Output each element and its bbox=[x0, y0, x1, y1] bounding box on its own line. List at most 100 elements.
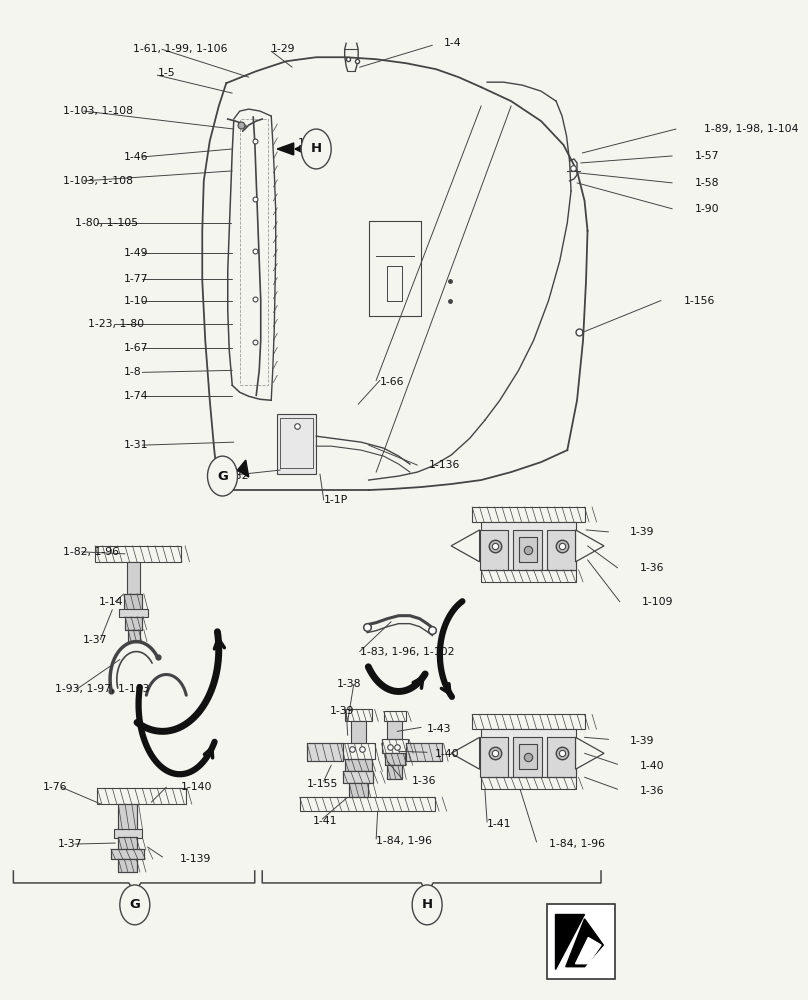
Text: 1-139: 1-139 bbox=[180, 854, 211, 864]
Text: 1-37: 1-37 bbox=[57, 839, 82, 849]
Text: 1-93, 1-97, 1-103: 1-93, 1-97, 1-103 bbox=[56, 684, 149, 694]
Bar bbox=[406, 743, 442, 761]
Text: 1-77: 1-77 bbox=[124, 274, 148, 284]
Text: 1-38: 1-38 bbox=[337, 679, 362, 689]
Text: 1-37: 1-37 bbox=[82, 635, 107, 645]
Bar bbox=[547, 904, 615, 979]
Bar bbox=[118, 837, 137, 850]
Text: 1-43: 1-43 bbox=[427, 724, 452, 734]
Text: 1-23, 1-80: 1-23, 1-80 bbox=[87, 319, 144, 329]
Bar bbox=[345, 709, 372, 721]
Bar bbox=[128, 630, 140, 642]
Bar bbox=[481, 522, 575, 570]
Bar bbox=[385, 753, 405, 765]
Polygon shape bbox=[451, 737, 480, 769]
Text: 1-49: 1-49 bbox=[124, 248, 148, 258]
Bar bbox=[547, 737, 575, 777]
Polygon shape bbox=[238, 460, 249, 477]
Text: 1-4: 1-4 bbox=[444, 38, 461, 48]
Bar bbox=[343, 771, 373, 783]
Circle shape bbox=[301, 129, 331, 169]
Text: 1-29: 1-29 bbox=[271, 44, 296, 54]
Text: 1-41: 1-41 bbox=[487, 819, 511, 829]
Text: 1-82, 1-96: 1-82, 1-96 bbox=[63, 547, 119, 557]
Bar bbox=[519, 744, 537, 769]
Bar bbox=[341, 743, 376, 759]
Text: 1-10: 1-10 bbox=[124, 296, 148, 306]
Text: 1-14: 1-14 bbox=[99, 597, 124, 607]
Text: 1-30: 1-30 bbox=[297, 138, 322, 148]
Circle shape bbox=[412, 885, 442, 925]
Bar bbox=[349, 783, 368, 797]
Text: 1-74: 1-74 bbox=[124, 391, 148, 401]
Text: 1-39: 1-39 bbox=[629, 527, 654, 537]
Text: 1-109: 1-109 bbox=[642, 597, 674, 607]
Polygon shape bbox=[575, 530, 604, 562]
Bar bbox=[480, 530, 508, 570]
Bar bbox=[513, 530, 542, 570]
Bar bbox=[472, 714, 584, 729]
Text: H: H bbox=[310, 142, 322, 155]
Text: 1-140: 1-140 bbox=[181, 782, 213, 792]
Bar bbox=[118, 859, 137, 872]
Polygon shape bbox=[566, 919, 604, 967]
Text: 1-32: 1-32 bbox=[225, 471, 249, 481]
Bar bbox=[127, 562, 140, 594]
Bar bbox=[343, 771, 373, 783]
Bar bbox=[125, 617, 141, 630]
Text: 1-67: 1-67 bbox=[124, 343, 148, 353]
Bar bbox=[119, 609, 148, 617]
Bar bbox=[519, 537, 537, 562]
Bar bbox=[385, 753, 405, 765]
Bar bbox=[349, 783, 368, 797]
Bar bbox=[124, 594, 142, 610]
Bar bbox=[345, 759, 372, 771]
Text: 1-39: 1-39 bbox=[330, 706, 354, 716]
Bar bbox=[124, 594, 142, 610]
Bar bbox=[118, 804, 137, 830]
Bar bbox=[300, 797, 435, 811]
Bar bbox=[472, 507, 584, 522]
Text: 1-36: 1-36 bbox=[640, 563, 664, 573]
Circle shape bbox=[208, 456, 238, 496]
Text: 1-156: 1-156 bbox=[684, 296, 715, 306]
Circle shape bbox=[120, 885, 149, 925]
Bar bbox=[118, 859, 137, 872]
Bar bbox=[125, 617, 141, 630]
Text: 1-61, 1-99, 1-106: 1-61, 1-99, 1-106 bbox=[133, 44, 227, 54]
Bar bbox=[128, 630, 140, 642]
Text: 1-66: 1-66 bbox=[380, 377, 405, 387]
Text: 1-40: 1-40 bbox=[640, 761, 665, 771]
Text: 1-90: 1-90 bbox=[695, 204, 719, 214]
Bar bbox=[97, 788, 186, 804]
Text: 1-36: 1-36 bbox=[412, 776, 436, 786]
Text: 1-8: 1-8 bbox=[124, 367, 141, 377]
Polygon shape bbox=[575, 938, 601, 964]
Text: 1-39: 1-39 bbox=[629, 736, 654, 746]
Bar bbox=[111, 849, 144, 859]
Text: 1-84, 1-96: 1-84, 1-96 bbox=[377, 836, 432, 846]
Bar bbox=[481, 570, 575, 582]
Text: 1-103, 1-108: 1-103, 1-108 bbox=[63, 106, 133, 116]
Bar bbox=[95, 546, 181, 562]
Bar bbox=[387, 721, 402, 739]
Text: 1-155: 1-155 bbox=[307, 779, 339, 789]
Text: H: H bbox=[422, 898, 433, 911]
Bar bbox=[387, 765, 402, 779]
Bar bbox=[307, 743, 343, 761]
Text: 1-57: 1-57 bbox=[695, 151, 719, 161]
Text: 1-80, 1-105: 1-80, 1-105 bbox=[75, 218, 138, 228]
Bar bbox=[307, 743, 343, 761]
Text: 1-83, 1-96, 1-102: 1-83, 1-96, 1-102 bbox=[360, 647, 454, 657]
Text: G: G bbox=[129, 898, 141, 911]
Bar bbox=[111, 849, 144, 859]
Polygon shape bbox=[451, 530, 480, 562]
Bar bbox=[513, 737, 542, 777]
Bar bbox=[277, 414, 316, 474]
Bar bbox=[351, 721, 366, 743]
Text: 1-84, 1-96: 1-84, 1-96 bbox=[549, 839, 604, 849]
Polygon shape bbox=[277, 143, 294, 155]
Text: 1-1P: 1-1P bbox=[324, 495, 348, 505]
Text: G: G bbox=[217, 470, 228, 483]
Bar bbox=[480, 737, 508, 777]
